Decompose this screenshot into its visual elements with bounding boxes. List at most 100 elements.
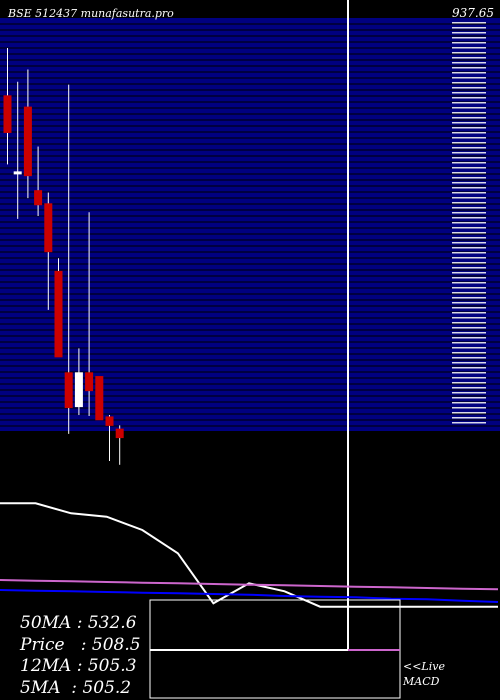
axis-tick <box>452 322 486 324</box>
axis-tick <box>452 242 486 244</box>
axis-tick <box>452 337 486 339</box>
ma12-value: 12MA : 505.3 <box>20 656 137 676</box>
axis-tick <box>452 302 486 304</box>
axis-tick <box>452 77 486 79</box>
axis-tick <box>452 92 486 94</box>
axis-tick <box>452 297 486 299</box>
axis-tick <box>452 387 486 389</box>
axis-tick <box>452 117 486 119</box>
axis-tick <box>452 422 486 424</box>
axis-tick <box>452 202 486 204</box>
candle-body <box>105 416 114 426</box>
axis-tick <box>452 367 486 369</box>
axis-tick <box>452 137 486 139</box>
axis-tick <box>452 157 486 159</box>
macd-lines <box>0 502 499 608</box>
axis-tick <box>452 347 486 349</box>
price-value: Price : 508.5 <box>20 635 141 655</box>
candle-body <box>3 95 12 133</box>
axis-tick <box>452 342 486 344</box>
axis-tick <box>452 377 486 379</box>
axis-tick <box>452 382 486 384</box>
axis-tick <box>452 397 486 399</box>
candle-body <box>54 270 63 358</box>
axis-tick <box>452 52 486 54</box>
axis-tick <box>452 277 486 279</box>
candle-body <box>74 372 83 408</box>
axis-tick <box>452 227 486 229</box>
axis-tick <box>452 62 486 64</box>
axis-tick <box>452 262 486 264</box>
axis-tick <box>452 122 486 124</box>
grid-lines <box>0 23 500 427</box>
candle-body <box>34 190 43 206</box>
candle-body <box>23 106 32 177</box>
axis-tick <box>452 172 486 174</box>
candle-body <box>44 203 53 253</box>
axis-tick <box>452 147 486 149</box>
axis-tick <box>452 407 486 409</box>
axis-tick <box>452 132 486 134</box>
candle-body <box>95 376 104 421</box>
axis-tick <box>452 197 486 199</box>
axis-tick <box>452 357 486 359</box>
axis-tick <box>452 272 486 274</box>
axis-tick <box>452 107 486 109</box>
axis-tick <box>452 312 486 314</box>
axis-tick <box>452 402 486 404</box>
axis-tick <box>452 207 486 209</box>
axis-tick <box>452 332 486 334</box>
macd-series-line <box>0 502 498 608</box>
axis-tick <box>452 112 486 114</box>
axis-tick <box>452 212 486 214</box>
axis-tick <box>452 362 486 364</box>
axis-tick <box>452 67 486 69</box>
axis-tick <box>452 217 486 219</box>
axis-tick <box>452 287 486 289</box>
axis-tick <box>452 87 486 89</box>
top-price-label: 937.65 <box>452 6 494 20</box>
axis-tick <box>452 37 486 39</box>
axis-tick-marks <box>452 22 486 424</box>
axis-tick <box>452 317 486 319</box>
candles <box>3 47 124 465</box>
axis-tick <box>452 22 486 24</box>
candle-body <box>64 372 73 409</box>
axis-tick <box>452 352 486 354</box>
axis-tick <box>452 267 486 269</box>
axis-tick <box>452 252 486 254</box>
axis-tick <box>452 27 486 29</box>
axis-tick <box>452 47 486 49</box>
axis-tick <box>452 232 486 234</box>
axis-tick <box>452 417 486 419</box>
axis-tick <box>452 222 486 224</box>
axis-tick <box>452 32 486 34</box>
axis-tick <box>452 372 486 374</box>
axis-tick <box>452 187 486 189</box>
axis-tick <box>452 57 486 59</box>
axis-tick <box>452 152 486 154</box>
live-link[interactable]: <<Live <box>403 660 445 673</box>
chart-title: BSE 512437 munafasutra.pro <box>8 7 174 20</box>
macd-series-line <box>0 589 499 603</box>
axis-tick <box>452 42 486 44</box>
axis-tick <box>452 292 486 294</box>
axis-tick <box>452 247 486 249</box>
candle-body <box>13 171 22 175</box>
axis-tick <box>452 167 486 169</box>
axis-tick <box>452 162 486 164</box>
ma5-value: 5MA : 505.2 <box>20 678 132 698</box>
axis-tick <box>452 412 486 414</box>
axis-tick <box>452 327 486 329</box>
axis-tick <box>452 257 486 259</box>
axis-tick <box>452 192 486 194</box>
price-panel <box>0 18 500 431</box>
axis-tick <box>452 102 486 104</box>
axis-tick <box>452 142 486 144</box>
candle-body <box>115 428 124 439</box>
macd-label: MACD <box>403 675 440 688</box>
axis-tick <box>452 97 486 99</box>
axis-tick <box>452 282 486 284</box>
candle-body <box>85 372 94 392</box>
